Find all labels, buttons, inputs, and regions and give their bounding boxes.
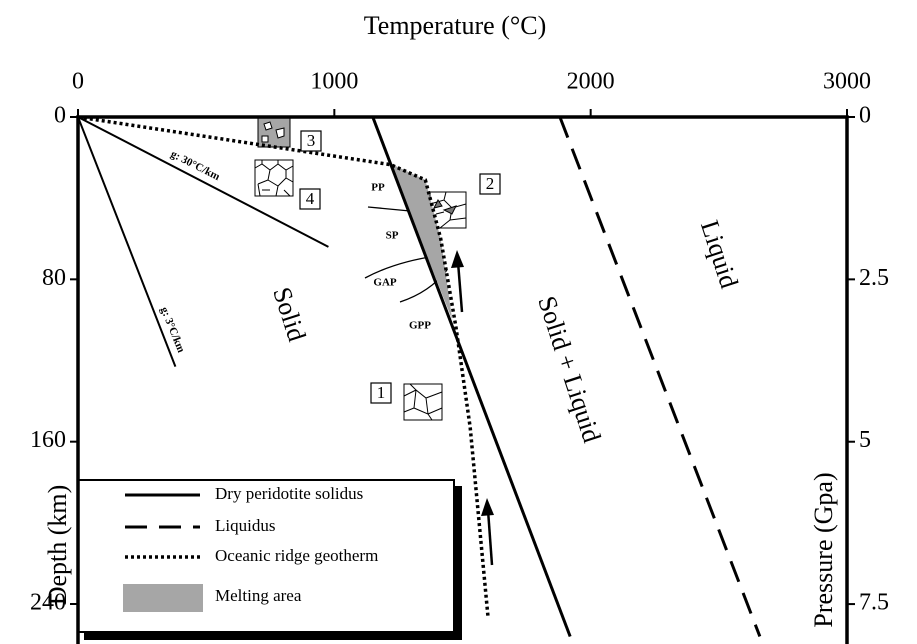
y2-tick-label: 5	[859, 427, 871, 453]
y2-tick-label: 0	[859, 103, 871, 129]
legend-label: Oceanic ridge geotherm	[215, 546, 378, 565]
y-tick-label: 80	[42, 265, 66, 291]
x-tick-label: 1000	[310, 69, 358, 95]
y2-tick-label: 7.5	[859, 590, 889, 616]
y-tick-label: 0	[54, 103, 66, 129]
y-tick-label: 240	[30, 590, 66, 616]
sample-number: 2	[486, 174, 495, 193]
x-tick-label: 2000	[567, 69, 615, 95]
y2-axis-title: Pressure (Gpa)	[809, 472, 838, 627]
sample-icons	[254, 116, 467, 421]
sample-box	[479, 173, 501, 195]
region-label: GAP	[373, 277, 397, 289]
region-label: Solid	[267, 284, 312, 345]
region-label: GPP	[409, 320, 431, 332]
plot-frame	[76, 115, 849, 644]
x-axis-title: Temperature (°C)	[364, 11, 547, 40]
sample-number: 3	[307, 131, 316, 150]
gradient-label: g: 3°C/km	[158, 305, 187, 354]
series-line	[558, 116, 762, 638]
y-tick-label: 160	[30, 427, 66, 453]
sample-number: 4	[306, 189, 315, 208]
sample-box	[370, 382, 392, 404]
sample-box	[299, 188, 321, 210]
region-label: Solid + Liquid	[532, 293, 607, 446]
sample-box	[300, 130, 322, 152]
region-label: PP	[371, 182, 385, 194]
series-line	[77, 115, 490, 619]
arrows	[451, 250, 494, 566]
x-tick-label: 0	[72, 69, 84, 95]
legend-swatch	[123, 584, 203, 612]
y-axis-title: Depth (km)	[43, 485, 72, 606]
y2-tick-label: 2.5	[859, 265, 889, 291]
legend-label: Melting area	[215, 586, 302, 605]
gradient-line	[77, 116, 329, 248]
x-tick-label: 3000	[823, 69, 871, 95]
legend-label: Dry peridotite solidus	[215, 484, 363, 503]
sample-number: 1	[377, 383, 386, 402]
region-label: SP	[386, 230, 399, 242]
gradient-line	[77, 116, 177, 367]
region-label: Liquid	[695, 217, 744, 292]
series-line	[371, 116, 572, 638]
legend-label: Liquidus	[215, 516, 275, 535]
